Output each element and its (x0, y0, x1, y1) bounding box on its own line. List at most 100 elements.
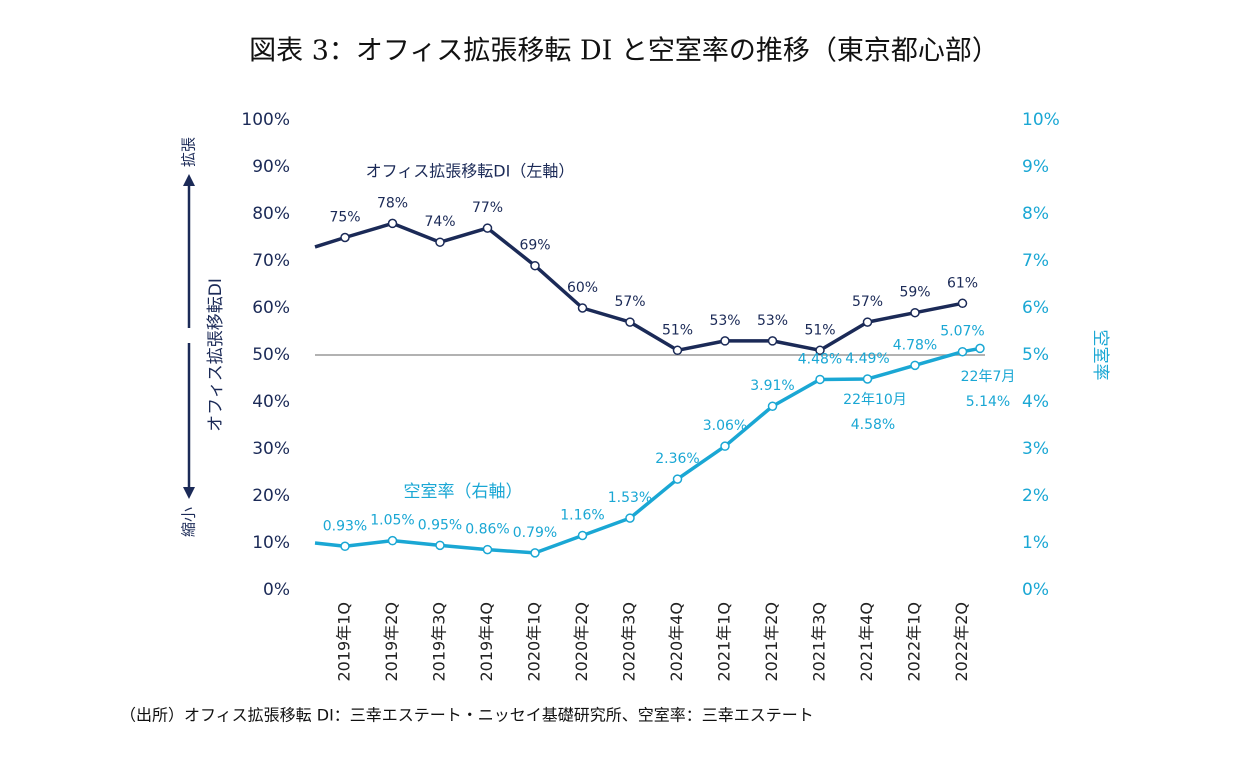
data-point (957, 298, 968, 309)
annotation: 4.58% (851, 417, 895, 433)
data-label: 4.78% (893, 337, 937, 353)
data-point (815, 374, 825, 385)
data-label: 0.95% (418, 517, 462, 533)
y2-tick-label: 0% (1022, 580, 1049, 600)
series-line (314, 346, 981, 555)
y-bottom-label: 縮小 (180, 507, 198, 537)
data-label: 53% (757, 313, 788, 329)
y-axis-arrow (183, 174, 195, 499)
data-point (435, 540, 445, 551)
x-tick-label: 2019年3Q (430, 602, 449, 682)
data-label: 2.36% (655, 451, 699, 467)
data-point (672, 474, 683, 484)
data-label: 4.48% (798, 351, 842, 367)
x-tick-label: 2019年1Q (335, 602, 354, 682)
y-tick-label: 20% (252, 486, 290, 506)
data-label: 69% (519, 238, 550, 254)
y2-tick-label: 5% (1022, 345, 1049, 365)
y2-tick-label: 8% (1022, 204, 1049, 224)
data-point (625, 317, 635, 327)
x-tick-label: 2019年4Q (477, 602, 496, 682)
y2-tick-label: 7% (1022, 251, 1049, 271)
y-tick-label: 50% (252, 345, 290, 365)
source-note: （出所）オフィス拡張移転 DI：三幸エステート・ニッセイ基礎研究所、空室率：三幸… (120, 706, 814, 725)
x-tick-label: 2020年3Q (620, 602, 639, 682)
y-tick-label: 40% (252, 392, 290, 412)
data-point (435, 237, 445, 247)
y2-tick-label: 2% (1022, 486, 1049, 506)
data-label: 78% (377, 195, 408, 211)
x-tick-label: 2020年4Q (667, 602, 686, 682)
data-point (577, 303, 588, 313)
data-label: 57% (614, 294, 645, 310)
data-point (530, 548, 540, 558)
data-point (975, 343, 985, 354)
y-tick-label: 60% (252, 298, 290, 318)
data-label: 57% (852, 294, 883, 310)
data-label: 53% (709, 313, 740, 329)
x-tick-label: 2022年1Q (905, 602, 924, 682)
x-tick-label: 2022年2Q (952, 602, 971, 682)
data-label: 5.14% (966, 394, 1010, 410)
y2-axis-label: 空室率 (1090, 330, 1110, 381)
data-point (815, 345, 825, 356)
data-label: 75% (329, 210, 360, 226)
y-tick-label: 30% (252, 439, 290, 459)
data-point (720, 336, 730, 346)
y-tick-label: 90% (252, 157, 290, 177)
data-label: 51% (804, 322, 835, 338)
data-label: 3.06% (703, 418, 747, 434)
data-point (387, 218, 398, 229)
data-point (862, 374, 873, 384)
y-tick-label: 10% (252, 533, 290, 553)
data-label: 4.49% (845, 351, 889, 367)
data-point (577, 530, 588, 541)
data-label: 59% (899, 285, 930, 301)
data-point (340, 541, 350, 552)
y-top-label: 拡張 (180, 137, 198, 167)
x-tick-label: 2021年1Q (715, 602, 734, 682)
data-point (625, 513, 635, 523)
data-label: 5.07% (940, 324, 984, 340)
y2-tick-label: 4% (1022, 392, 1049, 412)
data-label: 1.05% (370, 513, 414, 529)
data-label: 3.91% (750, 378, 794, 394)
data-label: 1.16% (560, 507, 604, 523)
data-point (862, 317, 873, 327)
data-point (530, 260, 540, 271)
data-label: 61% (947, 275, 978, 291)
data-point (910, 360, 920, 371)
data-label: 74% (424, 214, 455, 230)
data-point (910, 307, 920, 318)
y2-tick-label: 1% (1022, 533, 1049, 553)
y2-tick-label: 9% (1022, 157, 1049, 177)
x-tick-label: 2020年2Q (572, 602, 591, 682)
data-point (957, 346, 968, 357)
data-point (387, 535, 398, 546)
series-line (314, 221, 963, 353)
annotation: 22年10月 (843, 392, 907, 408)
y2-tick-label: 3% (1022, 439, 1049, 459)
data-point (482, 223, 493, 233)
x-tick-label: 2020年1Q (525, 602, 544, 682)
data-label: 51% (662, 322, 693, 338)
data-point (720, 441, 730, 451)
x-tick-label: 2021年4Q (857, 602, 876, 682)
data-point (672, 345, 683, 356)
series-name: 空室率（右軸） (404, 482, 523, 502)
data-label: 60% (567, 280, 598, 296)
data-label: 0.93% (323, 518, 367, 534)
y-axis-label: オフィス拡張移転DI (206, 278, 226, 432)
y2-tick-label: 10% (1022, 110, 1060, 130)
y-tick-label: 80% (252, 204, 290, 224)
data-point (767, 401, 778, 411)
x-tick-label: 2021年3Q (810, 602, 829, 682)
data-label: 1.53% (608, 490, 652, 506)
data-label: 77% (472, 200, 503, 216)
x-tick-label: 2021年2Q (762, 602, 781, 682)
series-name: オフィス拡張移転DI（左軸） (366, 162, 575, 181)
chart-title: 図表 3：オフィス拡張移転 DI と空室率の推移（東京都心部） (249, 36, 999, 67)
annotation: 22年7月 (961, 369, 1016, 385)
y-tick-label: 0% (263, 580, 290, 600)
